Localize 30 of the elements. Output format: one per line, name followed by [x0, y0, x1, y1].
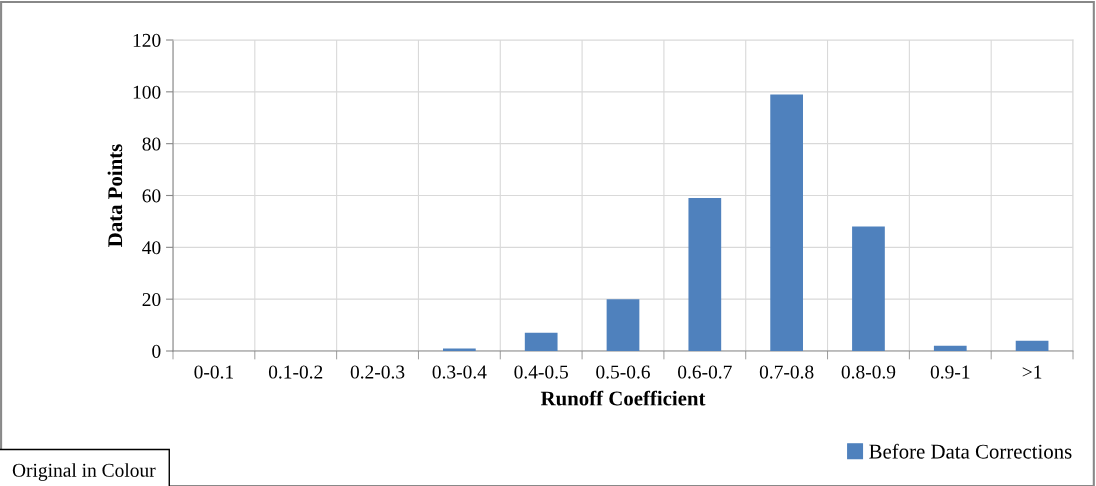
x-tick-label: 0.3-0.4	[432, 365, 487, 379]
x-tick-label: 0.9-1	[930, 365, 970, 379]
y-tick-label: 60	[142, 189, 161, 203]
x-tick-label: 0.1-0.2	[268, 365, 323, 379]
y-tick-label: 20	[142, 292, 161, 307]
y-tick-label: 100	[133, 85, 161, 99]
text: Original in Colour	[12, 463, 156, 481]
x-axis-title: Runoff Coefficient	[540, 390, 706, 406]
x-tick-label: 0.6-0.7	[678, 365, 732, 379]
bar	[688, 198, 722, 351]
x-tick-label: 0.8-0.9	[841, 365, 896, 379]
bar	[852, 226, 885, 351]
y-tick-label: 40	[142, 241, 161, 255]
x-tick-label: 0.2-0.3	[350, 365, 405, 379]
x-tick-label: 0.5-0.6	[596, 365, 650, 379]
y-axis-title: Data Points	[107, 144, 123, 247]
bar	[443, 348, 476, 351]
y-tick-label: 0	[152, 344, 161, 358]
bar	[524, 332, 558, 351]
bar	[606, 299, 640, 351]
x-tick-label: >1	[1022, 365, 1042, 379]
x-tick-label: 0-0.1	[194, 365, 233, 379]
bar	[1015, 340, 1049, 351]
bar	[770, 94, 803, 351]
y-tick-label: 80	[142, 137, 161, 151]
y-tick-label: 120	[133, 33, 161, 47]
x-tick-label: 0.7-0.8	[759, 365, 814, 379]
bar	[933, 345, 967, 351]
legend-label: Before Data Corrections	[869, 443, 1072, 459]
x-tick-label: 0.4-0.5	[514, 365, 568, 379]
